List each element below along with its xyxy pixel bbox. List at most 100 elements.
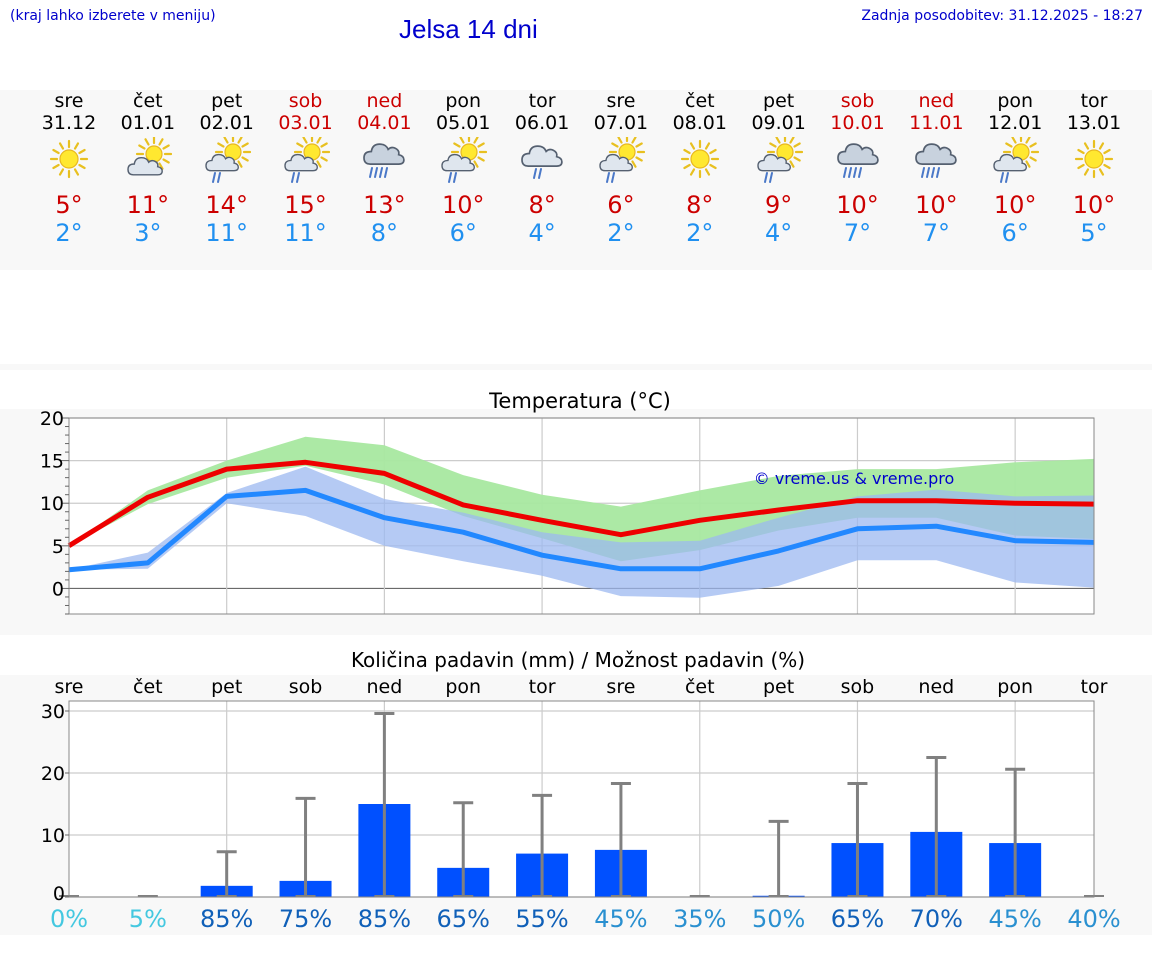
location-menu-hint[interactable]: (kraj lahko izberete v meniju): [10, 8, 216, 24]
day-name: sob: [288, 90, 323, 112]
day-name: čet: [685, 90, 715, 112]
tmax-range-band: [69, 436, 1094, 562]
min-temperature: 2°: [607, 219, 635, 247]
precip-day-label: pon: [997, 676, 1033, 698]
max-temperature: 10°: [441, 191, 485, 219]
precip-day-label: tor: [529, 676, 556, 698]
precip-day-label: pet: [763, 676, 794, 698]
precip-chance-label: 55%: [515, 905, 568, 933]
day-name: pet: [763, 90, 795, 112]
precipitation-plot-frame: [68, 700, 1095, 898]
max-temperature: 8°: [686, 191, 714, 219]
forecast-day[interactable]: čet 01.01 11° 3°: [108, 90, 188, 247]
day-name: sob: [840, 90, 875, 112]
weather-sun-icon: [49, 139, 89, 179]
weather-sun-icon: [1074, 139, 1114, 179]
forecast-day[interactable]: tor 13.01 10° 5°: [1054, 90, 1134, 247]
precip-day-label: tor: [1081, 676, 1108, 698]
weather-sun-cloud-rain-icon: [756, 137, 803, 183]
day-name: pet: [211, 90, 243, 112]
precip-chance-label: 85%: [200, 905, 253, 933]
forecast-day[interactable]: pon 12.01 10° 6°: [975, 90, 1055, 247]
max-temperature: 9°: [765, 191, 793, 219]
day-name: čet: [133, 90, 163, 112]
min-temperature: 7°: [922, 219, 950, 247]
forecast-day[interactable]: pon 05.01 10° 6°: [423, 90, 503, 247]
forecast-day[interactable]: ned 11.01 10° 7°: [896, 90, 976, 247]
min-temperature: 6°: [449, 219, 477, 247]
day-name: sre: [54, 90, 84, 112]
precip-chance-label: 70%: [910, 905, 963, 933]
forecast-day[interactable]: sre 31.12 5° 2°: [29, 90, 109, 247]
max-temperature: 5°: [55, 191, 83, 219]
precip-day-label: sre: [55, 676, 84, 698]
min-temperature: 7°: [843, 219, 872, 247]
day-date: 09.01: [751, 112, 806, 134]
max-temperature: 15°: [284, 191, 327, 219]
tmin-line: [68, 487, 1095, 573]
y-tick-label: 15: [40, 451, 64, 473]
forecast-day[interactable]: sob 03.01 15° 11°: [266, 90, 346, 247]
day-date: 08.01: [672, 112, 727, 134]
precip-day-label: sob: [841, 676, 875, 698]
day-date: 06.01: [514, 112, 570, 134]
max-temperature: 10°: [836, 191, 879, 219]
day-date: 31.12: [41, 112, 97, 134]
precip-chance-label: 65%: [831, 905, 884, 933]
precip-day-label: ned: [366, 676, 402, 698]
precip-chance-label: 0%: [50, 905, 88, 933]
precip-chance-label: 65%: [437, 905, 490, 933]
y-tick-label: 0: [53, 883, 65, 905]
weather-sun-icon: [680, 139, 719, 179]
day-name: tor: [528, 90, 556, 112]
day-name: tor: [1080, 90, 1108, 112]
weather-sun-cloud-rain-icon: [599, 137, 645, 183]
max-temperature: 10°: [915, 191, 958, 219]
day-date: 13.01: [1066, 112, 1122, 134]
day-date: 12.01: [987, 112, 1043, 134]
day-date: 10.01: [830, 112, 885, 134]
min-temperature: 8°: [370, 219, 399, 247]
precipitation-chart: Količina padavin (mm) / Možnost padavin …: [0, 648, 1152, 935]
forecast-day[interactable]: pet 02.01 14° 11°: [187, 90, 267, 247]
temperature-chart-title: Temperatura (°C): [488, 389, 671, 413]
day-date: 02.01: [199, 112, 254, 134]
min-temperature: 3°: [134, 219, 162, 247]
day-date: 01.01: [120, 112, 176, 134]
day-name: ned: [918, 90, 955, 112]
forecast-day[interactable]: čet 08.01 8° 2°: [660, 90, 740, 247]
forecast-day[interactable]: sre 07.01 6° 2°: [581, 90, 661, 247]
forecast-day[interactable]: tor 06.01 8° 4°: [502, 90, 582, 247]
min-temperature: 4°: [765, 219, 793, 247]
min-temperature: 11°: [284, 219, 327, 247]
last-update-label: Zadnja posodobitev: 31.12.2025 - 18:27: [861, 8, 1143, 24]
forecast-day[interactable]: sob 10.01 10° 7°: [818, 90, 898, 247]
weather-sun-cloud-rain-icon: [441, 137, 488, 183]
weather-cloud-rain-icon: [521, 145, 563, 179]
precip-day-label: pon: [445, 676, 481, 698]
max-temperature: 11°: [126, 191, 170, 219]
day-name: pon: [445, 90, 482, 112]
max-temperature: 10°: [1072, 191, 1116, 219]
forecast-day[interactable]: pet 09.01 9° 4°: [739, 90, 819, 247]
precipitation-chart-title: Količina padavin (mm) / Možnost padavin …: [351, 648, 805, 672]
watermark: © vreme.us & vreme.pro: [754, 469, 955, 488]
temperature-plot-frame: [68, 417, 1095, 615]
precip-day-label: sre: [606, 676, 635, 698]
max-temperature: 10°: [993, 191, 1037, 219]
max-temperature: 14°: [205, 191, 248, 219]
daily-forecast-strip: sre 31.12 5° 2° čet 01.01 11° 3° pet 02.01 14° 11…: [0, 90, 1152, 270]
day-date: 04.01: [357, 112, 412, 134]
min-temperature: 2°: [686, 219, 714, 247]
precip-chance-label: 35%: [673, 905, 726, 933]
min-temperature: 6°: [1001, 219, 1029, 247]
weather-sun-cloud-rain-icon: [283, 137, 330, 183]
temperature-chart: Temperatura (°C) 0 5 10 15 20 © vreme.us & v…: [0, 389, 1152, 635]
day-date: 03.01: [278, 112, 333, 134]
forecast-day[interactable]: ned 04.01 13° 8°: [344, 90, 424, 247]
precip-day-label: čet: [685, 676, 715, 698]
max-temperature: 6°: [607, 191, 635, 219]
min-temperature: 4°: [528, 219, 556, 247]
day-name: ned: [366, 90, 403, 112]
weather-cloud-rain-heavy-icon: [915, 143, 958, 178]
